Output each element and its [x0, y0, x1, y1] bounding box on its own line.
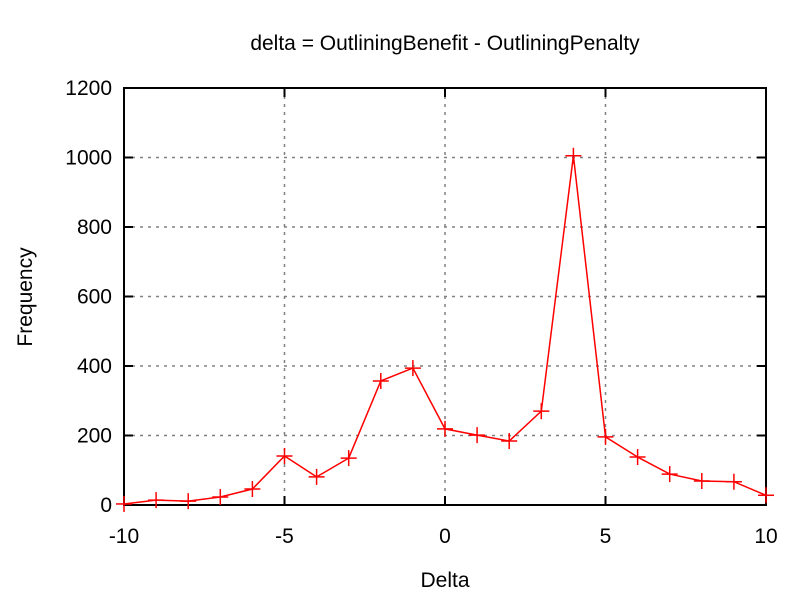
data-point [469, 427, 486, 444]
axes: 0 200 400 600 800 1000 1200 -10 -5 0 5 10 [65, 77, 777, 548]
data-point [693, 473, 710, 490]
grid [124, 88, 766, 505]
x-tick-label: -10 [109, 525, 139, 548]
data-point [180, 493, 197, 510]
y-axis-label: Frequency [14, 247, 37, 347]
data-point [597, 428, 614, 445]
plot-frame [123, 87, 767, 506]
data-point [533, 403, 550, 420]
series [116, 147, 774, 512]
x-axis-label: Delta [420, 569, 469, 592]
data-point [404, 360, 421, 377]
data-point [437, 420, 453, 437]
y-tick-label: 800 [77, 216, 112, 239]
data-point [308, 468, 325, 485]
data-point [244, 481, 261, 498]
x-tick-label: 0 [439, 525, 451, 548]
data-point [276, 448, 293, 465]
data-point [565, 147, 582, 164]
data-point [758, 487, 774, 504]
y-tick-label: 1200 [65, 77, 112, 100]
y-tick-label: 1000 [65, 147, 112, 170]
x-tick-label: 10 [754, 525, 777, 548]
y-tick-label: 600 [77, 286, 112, 309]
x-tick-label: 5 [600, 525, 612, 548]
y-tick-label: 0 [100, 494, 112, 517]
data-point [116, 495, 132, 512]
x-tick-label: -5 [275, 525, 294, 548]
y-tick-label: 200 [77, 425, 112, 448]
data-point [212, 489, 229, 506]
data-point [725, 473, 742, 490]
data-point [501, 433, 518, 450]
data-point [629, 449, 646, 466]
data-point [340, 450, 357, 467]
data-point [661, 466, 678, 483]
chart-title: delta = OutliningBenefit - OutliningPena… [250, 32, 640, 55]
data-point [372, 372, 389, 389]
data-point [148, 492, 165, 509]
y-tick-label: 400 [77, 355, 112, 378]
